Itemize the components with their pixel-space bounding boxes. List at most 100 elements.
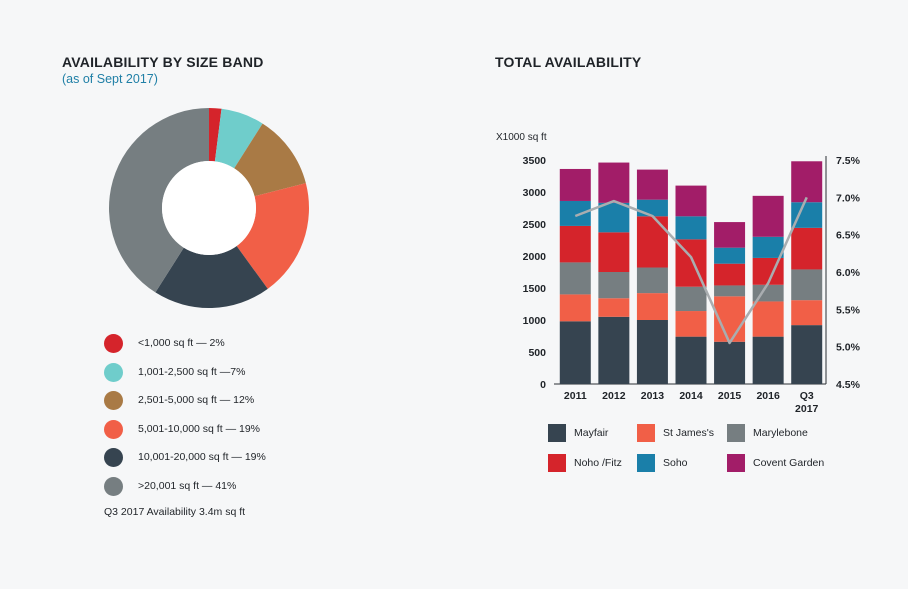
size-band-title: AVAILABILITY BY SIZE BAND xyxy=(62,54,264,70)
bar-segment xyxy=(675,216,707,240)
availability-footnote: Q3 2017 Availability 3.4m sq ft xyxy=(104,506,246,518)
bar-segment xyxy=(636,320,668,384)
bar-segment xyxy=(675,311,707,337)
bar-segment xyxy=(559,168,591,201)
legend-label: Noho /Fitz xyxy=(574,457,622,469)
legend-label: St James's xyxy=(663,427,715,439)
y-tick-label: 2500 xyxy=(523,219,547,231)
bar-segment xyxy=(598,232,630,272)
bar-segment xyxy=(636,199,668,217)
y2-tick-label: 5.5% xyxy=(836,304,861,316)
donut-slice xyxy=(109,108,209,293)
bar-segment xyxy=(752,195,784,237)
legend-swatch xyxy=(104,362,123,382)
total-availability-title: TOTAL AVAILABILITY xyxy=(495,54,642,70)
x-tick-label: Q3 xyxy=(800,390,814,402)
y-tick-label: 3000 xyxy=(523,187,547,199)
bar-segment xyxy=(791,161,823,203)
legend-label: 2,501-5,000 sq ft — 12% xyxy=(138,394,255,407)
x-tick-label: 2015 xyxy=(718,390,742,402)
y-tick-label: 0 xyxy=(540,379,546,391)
x-tick-label: 2016 xyxy=(756,390,780,402)
bar-segment xyxy=(598,272,630,299)
donut-slice xyxy=(214,108,263,169)
bar-segment xyxy=(714,263,746,286)
x-tick-label: 2012 xyxy=(602,390,626,402)
y-tick-label: 1500 xyxy=(523,283,547,295)
donut-slice xyxy=(236,183,309,289)
legend-label: 5,001-10,000 sq ft — 19% xyxy=(138,422,260,435)
bar-segment xyxy=(559,200,591,226)
bar-segment xyxy=(598,162,630,203)
bar-segment xyxy=(636,267,668,294)
y2-tick-label: 6.5% xyxy=(836,230,861,242)
legend-label: Marylebone xyxy=(753,427,808,439)
bar-segment xyxy=(675,185,707,217)
legend-swatch xyxy=(637,454,655,472)
y2-tick-label: 6.0% xyxy=(836,267,861,279)
donut-hole xyxy=(162,161,256,255)
legend-swatch xyxy=(727,454,745,472)
legend-swatch xyxy=(104,391,123,411)
bar-segment xyxy=(559,225,591,263)
bar-segment xyxy=(559,262,591,295)
bar-segment xyxy=(675,336,707,384)
bar-segment xyxy=(714,247,746,264)
legend-label: 10,001-20,000 sq ft — 19% xyxy=(138,451,266,464)
bar-segment xyxy=(559,294,591,322)
bar-segment xyxy=(752,236,784,258)
y-tick-label: 1000 xyxy=(523,315,547,327)
legend-swatch xyxy=(637,424,655,442)
legend-swatch xyxy=(104,419,123,439)
legend-label: >20,001 sq ft — 41% xyxy=(138,479,237,492)
bar-segment xyxy=(636,169,668,200)
bar-segment xyxy=(791,269,823,301)
x-tick-label: 2014 xyxy=(679,390,703,402)
donut-slice xyxy=(234,123,306,197)
vacancy-rate-line xyxy=(574,196,808,345)
legend-swatch xyxy=(104,448,123,468)
y-tick-label: 2000 xyxy=(523,251,547,263)
legend-label: Soho xyxy=(663,457,688,469)
legend-label: <1,000 sq ft — 2% xyxy=(138,337,225,349)
y2-tick-label: 5.0% xyxy=(836,342,861,354)
y2-tick-label: 4.5% xyxy=(836,379,861,391)
bar-segment xyxy=(791,227,823,270)
y-axis-label: X1000 sq ft xyxy=(496,132,547,143)
bar-segment xyxy=(752,336,784,384)
bar-segment xyxy=(636,293,668,320)
bar-segment xyxy=(791,325,823,384)
bar-segment xyxy=(752,301,784,337)
donut-slice xyxy=(209,108,222,162)
bar-segment xyxy=(675,286,707,312)
bar-segment xyxy=(636,216,668,268)
legend-label: Mayfair xyxy=(574,427,609,439)
y-tick-label: 3500 xyxy=(523,155,547,167)
size-band-subtitle: (as of Sept 2017) xyxy=(62,72,158,86)
bar-segment xyxy=(598,298,630,317)
y2-tick-label: 7.5% xyxy=(836,155,861,167)
legend-label: 1,001-2,500 sq ft —7% xyxy=(138,365,246,378)
legend-swatch xyxy=(727,424,745,442)
bar-segment xyxy=(598,316,630,384)
x-tick-label: 2017 xyxy=(795,403,819,415)
y-tick-label: 500 xyxy=(528,347,546,359)
legend-swatch xyxy=(104,476,123,496)
bar-segment xyxy=(559,321,591,384)
y2-tick-label: 7.0% xyxy=(836,192,861,204)
bar-segment xyxy=(598,202,630,233)
donut-slice xyxy=(155,246,268,308)
bar-segment xyxy=(791,300,823,326)
bar-segment xyxy=(714,285,746,297)
x-tick-label: 2011 xyxy=(564,390,587,402)
legend-label: Covent Garden xyxy=(753,457,825,469)
legend-swatch xyxy=(548,424,566,442)
legend-swatch xyxy=(548,454,566,472)
x-tick-label: 2013 xyxy=(641,390,665,402)
bar-segment xyxy=(714,341,746,384)
bar-segment xyxy=(791,202,823,228)
legend-swatch xyxy=(104,334,123,353)
bar-segment xyxy=(714,222,746,248)
